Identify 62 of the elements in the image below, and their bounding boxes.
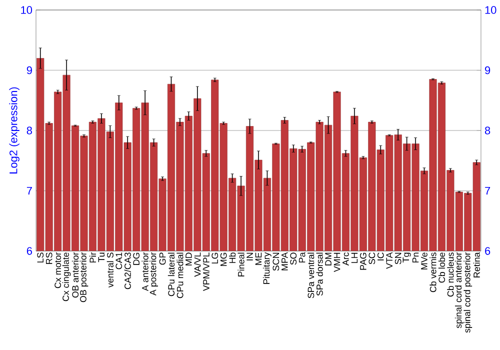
x-tick-label: VA/VL — [194, 252, 201, 277]
x-tick-label: DG — [133, 252, 140, 265]
x-tick-label: LH — [351, 252, 358, 263]
x-tick-label: Cb vermis — [430, 252, 436, 292]
x-tick-label: OB anterior — [72, 252, 79, 298]
x-tick-label: VTA — [386, 252, 392, 269]
x-tick-label: GP — [159, 252, 166, 265]
x-tick-label: LG — [212, 252, 218, 264]
x-tick-label: ventral S — [106, 252, 114, 288]
x-tick-label: Cx motor — [54, 252, 61, 288]
x-tick-label: Pa — [298, 252, 306, 262]
x-tick-label: VPM/VPL — [202, 252, 210, 292]
x-tick-label: ME — [255, 252, 262, 265]
y-tick-label: 8 — [26, 126, 32, 134]
x-tick-label: CPu lateral — [168, 252, 175, 296]
y-tick-label: 10 — [21, 6, 32, 14]
x-tick-label: MG — [220, 252, 227, 266]
y2-tick-label: 7 — [485, 186, 490, 195]
x-tick-label: Hb — [229, 252, 236, 263]
x-tick-label: A posterior — [150, 252, 158, 296]
x-tick-label: CPu medial — [176, 252, 184, 298]
x-tick-label: CA2/CA3 — [124, 252, 131, 290]
x-tick-label: Arc — [342, 252, 349, 266]
x-tick-label: Pituitary — [263, 252, 272, 284]
x-tick-label: Tg — [402, 252, 411, 262]
x-tick-label: Pir — [89, 252, 96, 262]
x-tick-label: Pineal — [238, 252, 244, 276]
x-tick-label: CA1 — [116, 252, 122, 270]
x-tick-label: SC — [368, 252, 376, 264]
y-axis-title: Log2 (expression) — [9, 87, 20, 174]
x-tick-label: Cx cingulate — [62, 252, 71, 302]
y-tick-label: 7 — [26, 186, 32, 195]
x-tick-label: SPa dorsal — [316, 252, 323, 296]
x-tick-label: VMH — [334, 252, 340, 272]
y2-tick-label: 8 — [484, 126, 490, 134]
x-tick-label: IN — [246, 252, 253, 260]
x-tick-label: Tu — [98, 252, 105, 262]
x-tick-label: Retina — [473, 252, 480, 278]
x-tick-label: MPA — [282, 252, 288, 270]
y2-tick-label: 6 — [485, 247, 490, 255]
x-tick-label: SPa ventral — [308, 252, 314, 298]
y2-tick-label: 9 — [485, 66, 490, 74]
x-tick-label: SN — [394, 252, 402, 264]
y2-tick-label: 10 — [485, 6, 496, 14]
x-tick-label: PAG — [360, 252, 366, 270]
y-tick-label: 6 — [26, 247, 32, 255]
x-tick-label: A anterior — [142, 252, 148, 292]
x-tick-label: Cb lobe — [438, 252, 446, 283]
x-tick-label: spinal cord posterior — [464, 252, 472, 333]
x-tick-label: LS — [37, 252, 44, 262]
x-tick-label: SO — [290, 252, 297, 265]
x-tick-label: Cb nucleus — [447, 252, 454, 297]
y-tick-label: 9 — [26, 66, 32, 74]
x-tick-label: spinal cord anterior — [454, 252, 464, 328]
x-tick-label: Pn — [412, 252, 419, 262]
x-tick-label: DM — [325, 252, 332, 266]
x-tick-label: MVe — [421, 252, 428, 270]
x-tick-label: SCN — [272, 252, 280, 271]
x-tick-label: RS — [46, 252, 52, 264]
x-tick-label: OB posterior — [80, 252, 88, 302]
x-tick-label: IC — [377, 252, 384, 260]
x-tick-label: MD — [186, 252, 192, 266]
